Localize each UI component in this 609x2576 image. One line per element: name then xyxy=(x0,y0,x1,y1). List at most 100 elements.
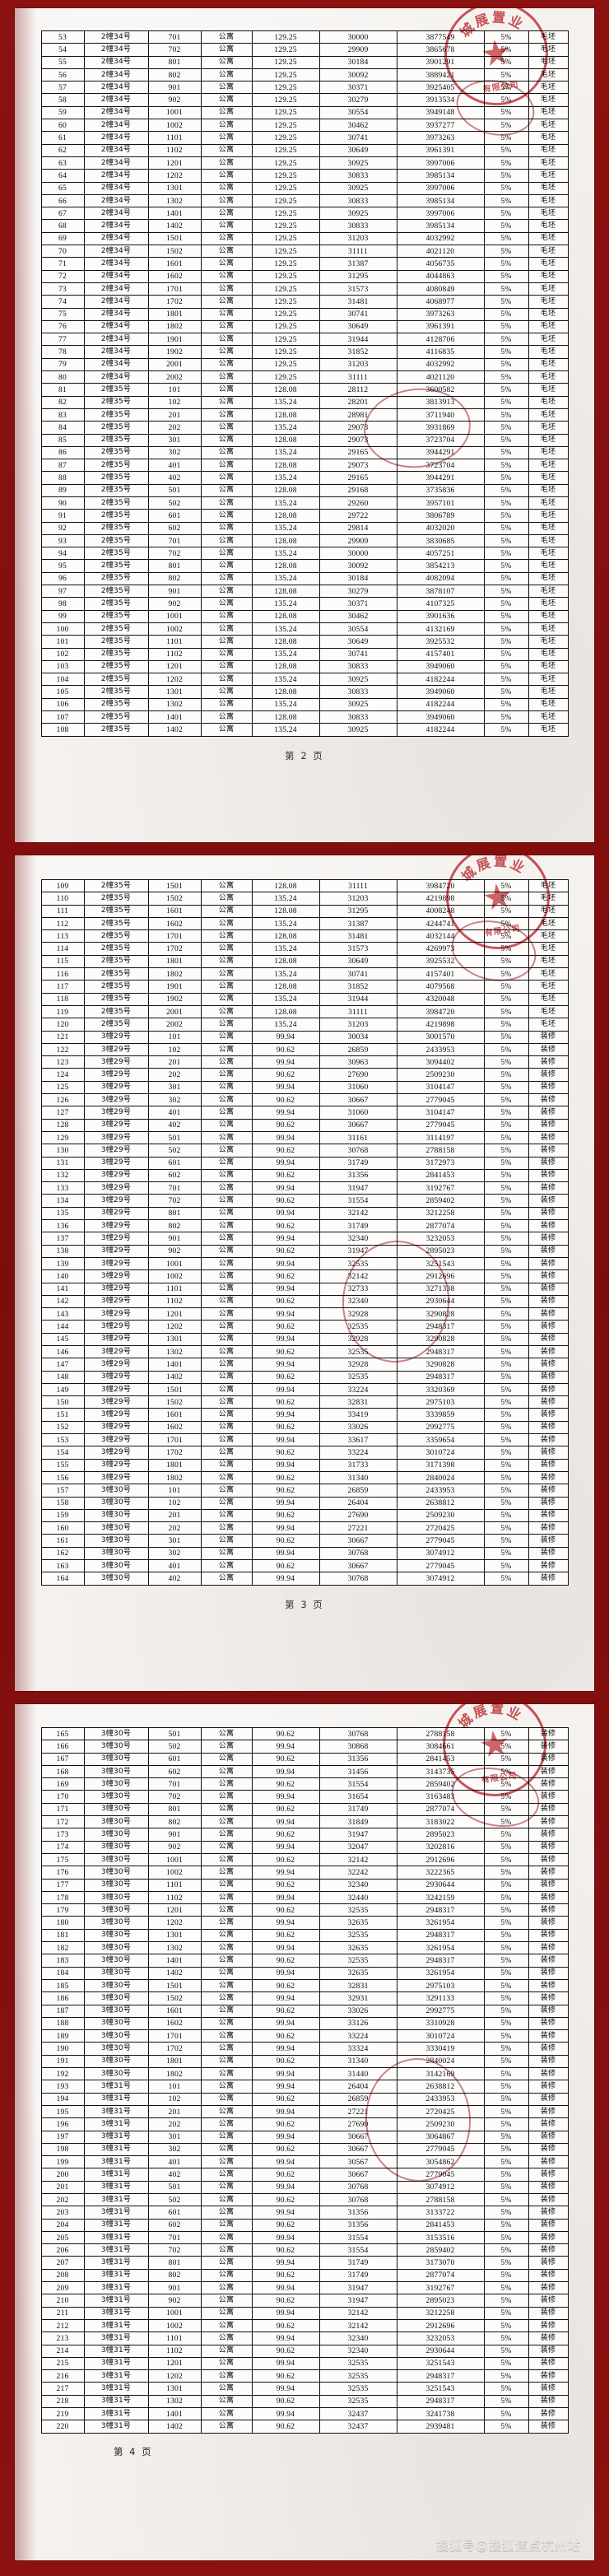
cell-total-price: 4079568 xyxy=(396,980,485,994)
cell-discount: 5% xyxy=(483,1954,529,1968)
cell-area: 129.25 xyxy=(251,30,320,44)
cell-usage: 公寓 xyxy=(200,1320,253,1334)
cell-room: 802 xyxy=(147,1219,202,1233)
cell-area: 90.62 xyxy=(251,1219,320,1233)
cell-finish: 装修 xyxy=(528,1118,569,1132)
cell-total-price: 3985134 xyxy=(396,169,485,183)
cell-building: 3幢29号 xyxy=(83,1370,149,1384)
cell-discount: 5% xyxy=(483,509,529,523)
cell-discount: 5% xyxy=(483,1928,529,1943)
cell-finish: 装修 xyxy=(528,1726,569,1741)
cell-area: 99.94 xyxy=(251,2180,320,2194)
cell-total-price: 3010724 xyxy=(396,2029,485,2043)
cell-total-price: 4032992 xyxy=(396,357,485,372)
cell-discount: 5% xyxy=(483,1118,529,1132)
table-row: 142 3幢29号 1102 公寓 90.62 32340 2930644 5% 装修 xyxy=(40,1294,569,1309)
cell-room: 1501 xyxy=(147,1382,202,1397)
cell-area: 128.08 xyxy=(251,483,320,497)
cell-building: 2幢35号 xyxy=(83,697,149,712)
cell-usage: 公寓 xyxy=(200,2155,253,2169)
cell-discount: 5% xyxy=(483,980,529,994)
cell-unit-price: 30833 xyxy=(318,685,397,699)
cell-room: 601 xyxy=(147,509,202,523)
cell-finish: 装修 xyxy=(528,2344,569,2358)
cell-discount: 5% xyxy=(483,1018,529,1032)
cell-room: 401 xyxy=(147,1559,202,1573)
cell-total-price: 4056735 xyxy=(396,257,485,271)
cell-room: 1402 xyxy=(147,2420,202,2434)
cell-unit-price: 26859 xyxy=(318,1484,397,1498)
table-row: 202 3幢31号 502 公寓 90.62 30768 2788158 5% 装修 xyxy=(40,2192,569,2207)
cell-total-price: 3944291 xyxy=(396,445,485,460)
cell-finish: 毛坯 xyxy=(528,269,569,283)
cell-total-price: 2939481 xyxy=(396,2420,485,2434)
cell-index: 115 xyxy=(40,954,85,969)
cell-finish: 装修 xyxy=(528,2016,569,2031)
cell-discount: 5% xyxy=(483,55,529,69)
cell-room: 1301 xyxy=(147,685,202,699)
cell-room: 801 xyxy=(147,1206,202,1221)
table-row: 95 2幢35号 801 公寓 128.08 30092 3854213 5% 毛坯 xyxy=(40,559,569,573)
cell-total-price: 2948317 xyxy=(396,1954,485,1968)
cell-room: 1501 xyxy=(147,231,202,246)
cell-index: 134 xyxy=(40,1194,85,1208)
cell-area: 99.94 xyxy=(251,1206,320,1221)
table-row: 211 3幢31号 1001 公寓 99.94 32142 3212258 5% 装修 xyxy=(40,2306,569,2320)
cell-room: 1801 xyxy=(147,2054,202,2069)
cell-unit-price: 31849 xyxy=(318,1815,397,1829)
cell-unit-price: 32928 xyxy=(318,1307,397,1321)
cell-total-price: 4044863 xyxy=(396,269,485,283)
cell-index: 106 xyxy=(40,697,85,712)
cell-building: 3幢30号 xyxy=(83,1496,149,1510)
scanned-page-4: 165 3幢30号 501 公寓 90.62 30768 2788158 5% 装修 166 3幢3… xyxy=(15,1704,594,2560)
cell-usage: 公寓 xyxy=(200,571,253,586)
cell-room: 1501 xyxy=(147,1978,202,1993)
cell-usage: 公寓 xyxy=(200,1740,253,1754)
cell-index: 169 xyxy=(40,1777,85,1791)
cell-room: 1201 xyxy=(147,1903,202,1917)
cell-discount: 5% xyxy=(483,257,529,271)
cell-discount: 5% xyxy=(483,942,529,956)
cell-building: 3幢31号 xyxy=(83,2318,149,2333)
cell-area: 99.94 xyxy=(251,2104,320,2119)
cell-discount: 5% xyxy=(483,169,529,183)
cell-total-price: 3997006 xyxy=(396,181,485,195)
cell-unit-price: 30667 xyxy=(318,2168,397,2182)
cell-index: 116 xyxy=(40,967,85,981)
cell-building: 2幢35号 xyxy=(83,547,149,561)
table-row: 157 3幢30号 101 公寓 90.62 26859 2433953 5% 装修 xyxy=(40,1484,569,1498)
cell-total-price: 3310928 xyxy=(396,2016,485,2031)
table-row: 118 2幢35号 1902 公寓 135.24 31944 4320048 5% 毛坯 xyxy=(40,992,569,1006)
cell-area: 90.62 xyxy=(251,2420,320,2434)
cell-area: 129.25 xyxy=(251,105,320,120)
cell-discount: 5% xyxy=(483,219,529,233)
cell-room: 1101 xyxy=(147,131,202,145)
cell-usage: 公寓 xyxy=(200,1726,253,1741)
cell-building: 2幢35号 xyxy=(83,659,149,674)
cell-building: 2幢34号 xyxy=(83,245,149,259)
cell-finish: 装修 xyxy=(528,2331,569,2345)
cell-discount: 5% xyxy=(483,1740,529,1754)
cell-finish: 装修 xyxy=(528,1420,569,1435)
cell-finish: 毛坯 xyxy=(528,916,569,931)
cell-room: 602 xyxy=(147,2218,202,2232)
page-footer-number: 第 4 页 xyxy=(114,2445,153,2457)
cell-building: 3幢29号 xyxy=(83,1030,149,1044)
cell-area: 128.08 xyxy=(251,980,320,994)
cell-room: 1201 xyxy=(147,659,202,674)
cell-index: 200 xyxy=(40,2168,85,2182)
cell-usage: 公寓 xyxy=(200,1954,253,1968)
cell-unit-price: 31947 xyxy=(318,2294,397,2308)
table-row: 113 2幢35号 1701 公寓 128.08 31481 4032144 5% 毛坯 xyxy=(40,929,569,943)
cell-usage: 公寓 xyxy=(200,2407,253,2421)
cell-total-price: 3957101 xyxy=(396,496,485,510)
table-row: 210 3幢31号 902 公寓 90.62 31947 2895023 5% 装修 xyxy=(40,2294,569,2308)
cell-finish: 装修 xyxy=(528,1181,569,1195)
cell-index: 171 xyxy=(40,1802,85,1817)
cell-building: 3幢29号 xyxy=(83,1458,149,1472)
cell-finish: 装修 xyxy=(528,2029,569,2043)
cell-room: 902 xyxy=(147,93,202,107)
cell-area: 99.94 xyxy=(251,1181,320,1195)
cell-total-price: 3985134 xyxy=(396,219,485,233)
cell-usage: 公寓 xyxy=(200,659,253,674)
